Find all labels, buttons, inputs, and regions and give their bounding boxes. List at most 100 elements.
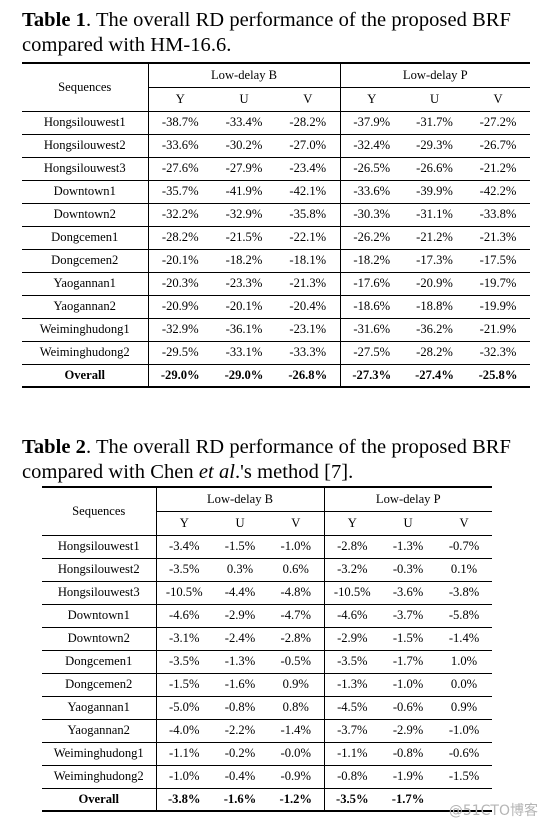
cell-value: -38.7% <box>148 111 212 134</box>
cell-value: 0.9% <box>436 696 492 719</box>
cell-value: 0.0% <box>436 673 492 696</box>
cell-value: -3.2% <box>324 558 380 581</box>
cell-value: -1.0% <box>380 673 436 696</box>
cell-value: -29.5% <box>148 341 212 364</box>
table-row: Weiminghudong2 -29.5% -33.1% -33.3% -27.5% -2… <box>22 341 530 364</box>
table-row: Yaogannan2 -20.9% -20.1% -20.4% -18.6% -18.8%… <box>22 295 530 318</box>
cell-value: -30.3% <box>340 203 403 226</box>
cell-value: -0.6% <box>436 742 492 765</box>
sequence-name: Weiminghudong1 <box>22 318 148 341</box>
cell-value: -32.4% <box>340 134 403 157</box>
table-row: Downtown2 -32.2% -32.9% -35.8% -30.3% -31.1% -… <box>22 203 530 226</box>
table2: Sequences Low-delay B Low-delay P Y U V Y U V Hon… <box>42 486 492 812</box>
table-row: Dongcemen2 -1.5% -1.6% 0.9% -1.3% -1.0% 0.0% <box>42 673 492 696</box>
cell-value: -0.3% <box>380 558 436 581</box>
overall-value: -3.8% <box>156 788 212 811</box>
cell-value: -5.0% <box>156 696 212 719</box>
table-row: Hongsilouwest3 -27.6% -27.9% -23.4% -26.5% -2… <box>22 157 530 180</box>
table-row: Hongsilouwest1 -38.7% -33.4% -28.2% -37.9% -3… <box>22 111 530 134</box>
overall-value: -27.4% <box>403 364 466 387</box>
table2-body: Sequences Low-delay B Low-delay P Y U V Y U V Hon… <box>42 487 492 811</box>
cell-value: -3.7% <box>324 719 380 742</box>
low-delay-p-header: Low-delay P <box>340 63 530 87</box>
cell-value: -19.9% <box>466 295 530 318</box>
header-row: Sequences Low-delay B Low-delay P <box>22 63 530 87</box>
cell-value: -1.5% <box>156 673 212 696</box>
sequence-name: Hongsilouwest2 <box>22 134 148 157</box>
cell-value: 0.6% <box>268 558 324 581</box>
cell-value: -1.3% <box>380 535 436 558</box>
cell-value: -27.0% <box>276 134 340 157</box>
overall-row: Overall -29.0% -29.0% -26.8% -27.3% -27.4% -25… <box>22 364 530 387</box>
cell-value: -18.2% <box>212 249 276 272</box>
overall-value: -26.8% <box>276 364 340 387</box>
cell-value: -18.2% <box>340 249 403 272</box>
cell-value: -0.6% <box>380 696 436 719</box>
cell-value: -21.9% <box>466 318 530 341</box>
table-row: Weiminghudong1 -32.9% -36.1% -23.1% -31.6% -3… <box>22 318 530 341</box>
cell-value: 0.1% <box>436 558 492 581</box>
sequence-name: Hongsilouwest1 <box>42 535 156 558</box>
cell-value: -3.5% <box>156 558 212 581</box>
cell-value: -1.5% <box>380 627 436 650</box>
channel-header: U <box>212 87 276 111</box>
cell-value: -33.6% <box>340 180 403 203</box>
cell-value: -2.9% <box>380 719 436 742</box>
cell-value: -30.2% <box>212 134 276 157</box>
watermark: @51CTO博客 <box>449 800 538 820</box>
cell-value: -33.3% <box>276 341 340 364</box>
cell-value: -1.6% <box>212 673 268 696</box>
cell-value: -21.3% <box>466 226 530 249</box>
cell-value: -3.7% <box>380 604 436 627</box>
cell-value: -41.9% <box>212 180 276 203</box>
table-row: Downtown2 -3.1% -2.4% -2.8% -2.9% -1.5% -1.4% <box>42 627 492 650</box>
cell-value: -4.7% <box>268 604 324 627</box>
table-row: Yaogannan1 -20.3% -23.3% -21.3% -17.6% -20.9%… <box>22 272 530 295</box>
table2-caption: Table 2. The overall RD performance of t… <box>22 435 537 485</box>
cell-value: -20.9% <box>403 272 466 295</box>
sequence-name: Yaogannan2 <box>22 295 148 318</box>
channel-header: U <box>403 87 466 111</box>
cell-value: -32.9% <box>212 203 276 226</box>
cell-value: -20.3% <box>148 272 212 295</box>
cell-value: -2.2% <box>212 719 268 742</box>
cell-value: -33.1% <box>212 341 276 364</box>
cell-value: -1.1% <box>156 742 212 765</box>
overall-value: -1.6% <box>212 788 268 811</box>
cell-value: -0.7% <box>436 535 492 558</box>
cell-value: -4.6% <box>156 604 212 627</box>
table2-caption-text-2: .'s method [7]. <box>235 461 353 483</box>
low-delay-b-header: Low-delay B <box>156 487 324 511</box>
cell-value: -42.2% <box>466 180 530 203</box>
cell-value: -23.1% <box>276 318 340 341</box>
table1-caption-text: . The overall RD performance of the prop… <box>22 9 511 56</box>
table-row: Dongcemen1 -28.2% -21.5% -22.1% -26.2% -21.2%… <box>22 226 530 249</box>
sequence-name: Downtown1 <box>22 180 148 203</box>
cell-value: -27.5% <box>340 341 403 364</box>
cell-value: -26.7% <box>466 134 530 157</box>
cell-value: -27.9% <box>212 157 276 180</box>
cell-value: -4.5% <box>324 696 380 719</box>
cell-value: -2.8% <box>268 627 324 650</box>
cell-value: -23.4% <box>276 157 340 180</box>
cell-value: -2.9% <box>324 627 380 650</box>
cell-value: -1.3% <box>324 673 380 696</box>
table-row: Hongsilouwest3 -10.5% -4.4% -4.8% -10.5% -3.6… <box>42 581 492 604</box>
cell-value: -0.2% <box>212 742 268 765</box>
cell-value: -29.3% <box>403 134 466 157</box>
sequence-name: Dongcemen2 <box>42 673 156 696</box>
cell-value: -5.8% <box>436 604 492 627</box>
sequence-name: Dongcemen1 <box>42 650 156 673</box>
cell-value: -1.7% <box>380 650 436 673</box>
cell-value: -21.5% <box>212 226 276 249</box>
cell-value: -4.6% <box>324 604 380 627</box>
cell-value: -22.1% <box>276 226 340 249</box>
sequence-name: Hongsilouwest3 <box>42 581 156 604</box>
cell-value: -26.6% <box>403 157 466 180</box>
cell-value: -1.3% <box>212 650 268 673</box>
cell-value: -36.2% <box>403 318 466 341</box>
cell-value: -32.2% <box>148 203 212 226</box>
cell-value: -4.8% <box>268 581 324 604</box>
cell-value: -0.8% <box>380 742 436 765</box>
table1: Sequences Low-delay B Low-delay P Y U V Y U V Hon… <box>22 62 530 388</box>
